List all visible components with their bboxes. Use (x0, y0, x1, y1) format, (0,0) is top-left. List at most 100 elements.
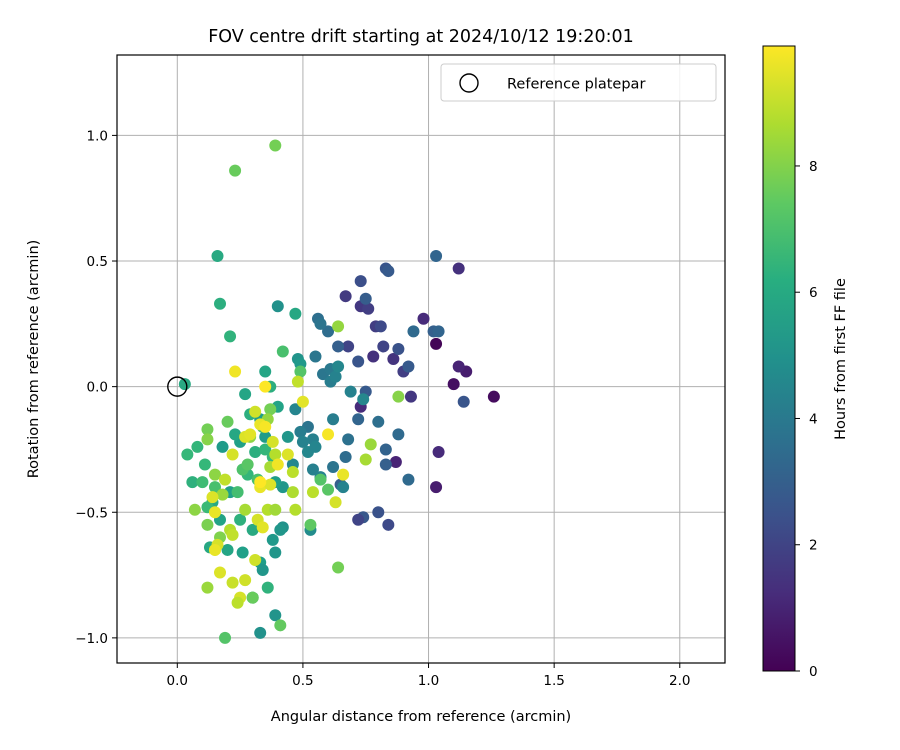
data-point (226, 576, 239, 589)
data-point (281, 430, 294, 443)
data-point (352, 355, 365, 368)
reference-platepar-marker (167, 376, 188, 397)
data-point (266, 435, 279, 448)
data-point (229, 365, 242, 378)
chart-title: FOV centre drift starting at 2024/10/12 … (208, 27, 634, 47)
data-point (452, 360, 465, 373)
data-point (327, 413, 340, 426)
y-axis-label: Rotation from reference (arcmin) (26, 240, 42, 479)
data-point (342, 340, 355, 353)
data-point (249, 553, 262, 566)
data-point (196, 476, 209, 489)
data-point (377, 340, 390, 353)
data-point (432, 445, 445, 458)
data-point (186, 476, 199, 489)
data-point (198, 458, 211, 471)
data-point (387, 353, 400, 365)
data-point (332, 320, 345, 333)
data-point (306, 463, 319, 476)
data-point (239, 388, 252, 401)
data-point (289, 503, 302, 516)
data-point (201, 581, 214, 594)
data-point (359, 292, 372, 305)
data-point (208, 506, 221, 519)
x-tick-label: 0.5 (292, 673, 313, 689)
y-tick-label: −0.5 (75, 505, 108, 521)
data-point (432, 325, 445, 338)
data-point (430, 481, 443, 494)
data-point (281, 448, 294, 461)
data-point (219, 631, 232, 644)
colorbar-tick-label: 2 (809, 538, 818, 554)
x-tick-label: 1.0 (418, 673, 439, 689)
data-point (372, 415, 385, 428)
data-point (362, 302, 375, 315)
data-point (234, 513, 247, 526)
data-point (246, 591, 259, 604)
data-point (289, 307, 302, 320)
data-point (211, 249, 224, 262)
data-point (206, 491, 219, 504)
data-point (337, 481, 350, 494)
data-point (208, 481, 221, 494)
data-point (208, 468, 221, 481)
legend: Reference platepar (440, 63, 717, 102)
data-point (309, 350, 322, 363)
data-point (229, 164, 242, 177)
data-point (201, 423, 214, 436)
data-point (236, 546, 249, 559)
data-point (332, 360, 345, 373)
data-point (294, 425, 307, 438)
data-point (286, 466, 299, 479)
data-point (244, 428, 257, 441)
y-tick-label: 0.5 (87, 254, 108, 270)
data-point (379, 458, 392, 471)
data-point (274, 523, 287, 536)
x-tick-label: 1.5 (543, 673, 564, 689)
x-axis-ticks: 0.0 0.5 1.0 1.5 2.0 (167, 663, 691, 689)
plot-background (117, 55, 725, 663)
data-point (254, 476, 267, 489)
data-point (261, 581, 274, 594)
data-point (216, 440, 229, 453)
data-point (382, 518, 395, 531)
data-point (487, 390, 500, 403)
data-point (214, 297, 227, 310)
x-axis-label: Angular distance from reference (arcmin) (271, 709, 571, 725)
data-point (339, 450, 352, 463)
data-point (241, 458, 254, 471)
data-point (372, 506, 385, 519)
data-point (329, 370, 342, 383)
data-point (201, 518, 214, 531)
data-point (269, 609, 282, 622)
data-point (309, 440, 322, 453)
data-point (457, 395, 470, 408)
data-point (239, 574, 252, 587)
data-point (256, 564, 269, 577)
data-point (224, 330, 237, 343)
data-point (181, 448, 194, 461)
data-point (392, 390, 405, 403)
data-point (221, 415, 234, 428)
data-point (276, 345, 289, 358)
scatter-points (178, 139, 500, 644)
x-tick-label: 0.0 (167, 673, 188, 689)
data-point (306, 486, 319, 499)
colorbar-label: Hours from first FF file (833, 278, 849, 440)
data-point (296, 435, 309, 448)
data-point (226, 448, 239, 461)
data-point (259, 443, 272, 456)
data-point (259, 380, 272, 393)
data-point (332, 340, 345, 353)
data-point (239, 503, 252, 516)
data-point (266, 533, 279, 546)
data-point (259, 420, 272, 433)
reference-marker-layer (167, 376, 188, 397)
data-point (269, 448, 282, 461)
data-point (314, 473, 327, 486)
data-point (231, 596, 244, 609)
data-point (291, 375, 304, 388)
data-point (392, 428, 405, 441)
data-point (327, 461, 340, 474)
plot-frame (116, 54, 726, 664)
